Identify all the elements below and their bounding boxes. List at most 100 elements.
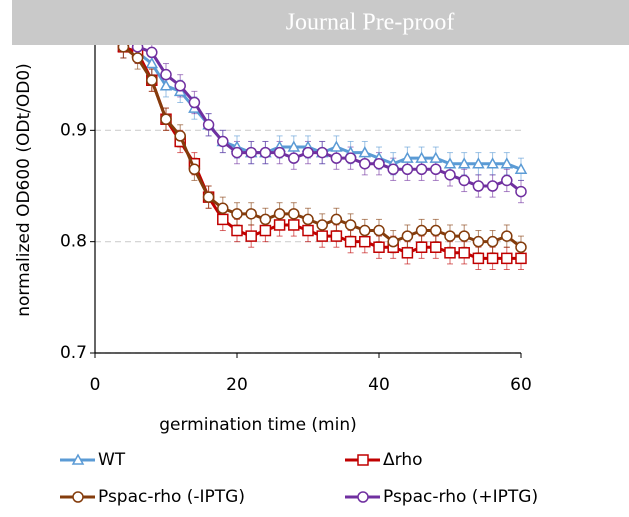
marker: [231, 146, 243, 159]
marker: [159, 79, 173, 91]
marker: [486, 252, 499, 265]
marker: [259, 146, 272, 159]
marker: [444, 230, 456, 242]
marker: [430, 224, 442, 237]
marker: [515, 241, 527, 253]
marker: [174, 80, 186, 92]
y-axis-label: normalized OD600 (ODt/OD0): [14, 63, 34, 317]
marker: [145, 56, 159, 69]
marker: [501, 230, 513, 242]
marker: [287, 140, 301, 152]
marker: [245, 208, 257, 220]
marker: [330, 140, 343, 152]
marker: [401, 151, 414, 163]
marker: [387, 235, 399, 248]
marker: [245, 230, 257, 242]
marker: [302, 146, 314, 159]
marker: [458, 230, 470, 242]
legend-label: Pspac-rho (+IPTG): [383, 487, 538, 507]
marker: [515, 185, 527, 198]
marker: [357, 491, 369, 503]
marker: [472, 180, 485, 192]
marker: [429, 151, 443, 163]
legend-entry: Δrho: [345, 450, 423, 470]
y-tick-label: 0.8: [60, 232, 87, 252]
plot-area: 0.70.80.910204060: [60, 7, 532, 395]
marker: [359, 224, 371, 237]
marker: [486, 157, 499, 169]
legend-entry: Pspac-rho (+IPTG): [345, 487, 538, 507]
y-tick-label: 0.7: [60, 343, 87, 363]
marker: [373, 241, 385, 253]
marker: [373, 224, 385, 237]
marker: [202, 191, 215, 203]
marker: [131, 52, 144, 64]
marker: [273, 219, 286, 231]
marker: [188, 96, 201, 109]
marker: [486, 235, 499, 248]
marker: [401, 230, 414, 242]
banner: [12, 0, 629, 45]
marker: [430, 163, 442, 176]
marker: [259, 224, 272, 237]
marker: [443, 157, 457, 169]
marker: [330, 230, 343, 242]
marker: [146, 46, 158, 59]
marker: [344, 235, 357, 248]
marker: [71, 453, 85, 465]
marker: [245, 146, 257, 159]
marker: [359, 157, 371, 170]
marker: [359, 235, 371, 248]
marker: [501, 174, 513, 187]
marker: [357, 454, 369, 466]
x-tick-label: 60: [510, 375, 532, 395]
marker: [472, 157, 485, 169]
marker: [316, 146, 328, 159]
x-tick-label: 0: [90, 375, 101, 395]
marker: [430, 241, 442, 253]
marker: [515, 252, 527, 265]
marker: [415, 241, 428, 253]
marker: [316, 230, 328, 242]
marker: [330, 213, 343, 226]
marker: [217, 213, 229, 226]
x-tick-label: 20: [226, 375, 248, 395]
x-axis-label: germination time (min): [159, 415, 357, 435]
marker: [72, 491, 84, 503]
marker: [217, 202, 229, 215]
marker: [302, 224, 314, 237]
marker: [146, 74, 158, 86]
marker: [188, 163, 201, 176]
marker: [202, 119, 215, 131]
marker: [472, 235, 485, 248]
marker: [288, 208, 300, 220]
marker: [501, 252, 513, 265]
marker: [401, 247, 414, 259]
marker: [344, 152, 357, 164]
legend-label: WT: [98, 450, 126, 470]
legend-entry: WT: [60, 450, 126, 470]
marker: [160, 68, 172, 81]
x-tick-label: 40: [368, 375, 390, 395]
marker: [387, 163, 399, 176]
marker: [472, 252, 485, 265]
marker: [330, 152, 343, 164]
marker: [288, 219, 300, 231]
marker: [273, 208, 286, 220]
banner-text: Journal Pre-proof: [286, 10, 455, 36]
legend-label: Pspac-rho (-IPTG): [98, 487, 245, 507]
marker: [457, 157, 471, 169]
legend-label: Δrho: [383, 450, 423, 470]
marker: [259, 213, 272, 226]
marker: [444, 169, 456, 181]
marker: [373, 157, 385, 170]
legend-entry: Pspac-rho (-IPTG): [60, 487, 245, 507]
marker: [358, 146, 372, 158]
marker: [217, 135, 229, 148]
marker: [231, 224, 243, 237]
marker: [415, 151, 428, 163]
marker: [174, 130, 186, 142]
marker: [486, 180, 499, 192]
marker: [415, 224, 428, 237]
marker: [458, 174, 470, 187]
